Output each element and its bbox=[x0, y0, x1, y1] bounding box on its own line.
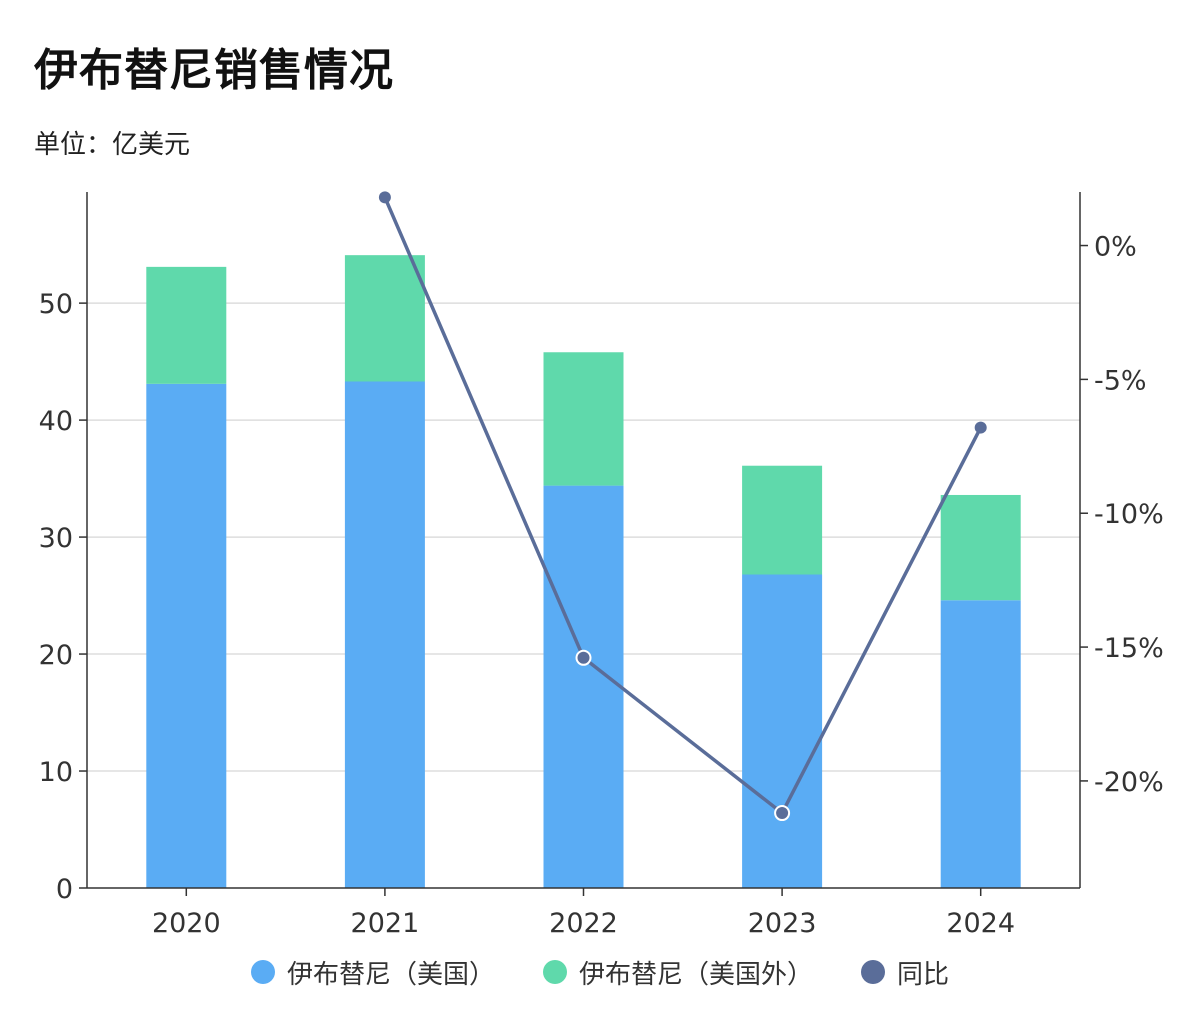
left-axis-tick-label: 0 bbox=[56, 874, 73, 905]
x-axis-tick-label: 2020 bbox=[152, 908, 221, 939]
bar-us-2020 bbox=[146, 383, 227, 888]
right-axis-tick-label: -15% bbox=[1094, 633, 1164, 664]
bar-ex-us-2021 bbox=[344, 255, 425, 382]
right-axis-tick-label: 0% bbox=[1094, 232, 1137, 263]
right-axis-tick-label: -10% bbox=[1094, 499, 1164, 530]
right-axis-tick-label: -5% bbox=[1094, 365, 1147, 396]
yoy-point-2022 bbox=[575, 649, 592, 666]
left-axis-tick-label: 20 bbox=[39, 640, 73, 671]
bar-series bbox=[146, 255, 1021, 888]
bar-us-2023 bbox=[742, 574, 823, 888]
left-axis-tick-label: 30 bbox=[39, 523, 73, 554]
bar-ex-us-2023 bbox=[742, 465, 823, 575]
yoy-point-2024 bbox=[974, 421, 987, 434]
yoy-line-series bbox=[378, 191, 987, 822]
left-axis-tick-label: 10 bbox=[39, 757, 73, 788]
chart-unit-label: 单位：亿美元 bbox=[34, 130, 191, 160]
x-axis-tick-label: 2023 bbox=[748, 908, 817, 939]
legend-label-us: 伊布替尼（美国） bbox=[286, 959, 495, 990]
bar-us-2021 bbox=[344, 381, 425, 888]
left-axis-tick-label: 40 bbox=[39, 406, 73, 437]
bar-ex-us-2022 bbox=[543, 352, 624, 486]
chart-title: 伊布替尼销售情况 bbox=[34, 45, 394, 96]
axes: 0 10 20 30 40 50 2020 2021 2022 2023 2024 0% -5% -10%… bbox=[39, 192, 1164, 939]
x-axis-tick-label: 2021 bbox=[351, 908, 420, 939]
yoy-point-2021 bbox=[378, 191, 391, 204]
bar-ex-us-2024 bbox=[940, 494, 1021, 601]
bar-us-2022 bbox=[543, 485, 624, 888]
legend-swatch-ex-us bbox=[542, 960, 567, 984]
legend-label-ex-us: 伊布替尼（美国外） bbox=[578, 959, 813, 990]
yoy-point-2023 bbox=[774, 805, 791, 822]
bar-us-2024 bbox=[940, 600, 1021, 888]
right-axis-tick-label: -20% bbox=[1094, 767, 1164, 798]
x-axis-tick-label: 2022 bbox=[549, 908, 618, 939]
legend: 伊布替尼（美国） 伊布替尼（美国外） 同比 bbox=[0, 950, 1200, 994]
yoy-line bbox=[383, 196, 983, 815]
legend-label-yoy: 同比 bbox=[897, 959, 950, 990]
bar-ex-us-2020 bbox=[146, 266, 227, 384]
x-axis-tick-label: 2024 bbox=[946, 908, 1015, 939]
legend-item-yoy[interactable]: 同比 bbox=[861, 954, 949, 991]
left-axis-tick-label: 50 bbox=[39, 289, 73, 320]
legend-swatch-us bbox=[250, 960, 275, 984]
legend-swatch-yoy bbox=[861, 960, 885, 984]
legend-item-us[interactable]: 伊布替尼（美国） bbox=[250, 954, 495, 991]
legend-item-ex-us[interactable]: 伊布替尼（美国外） bbox=[542, 954, 813, 991]
